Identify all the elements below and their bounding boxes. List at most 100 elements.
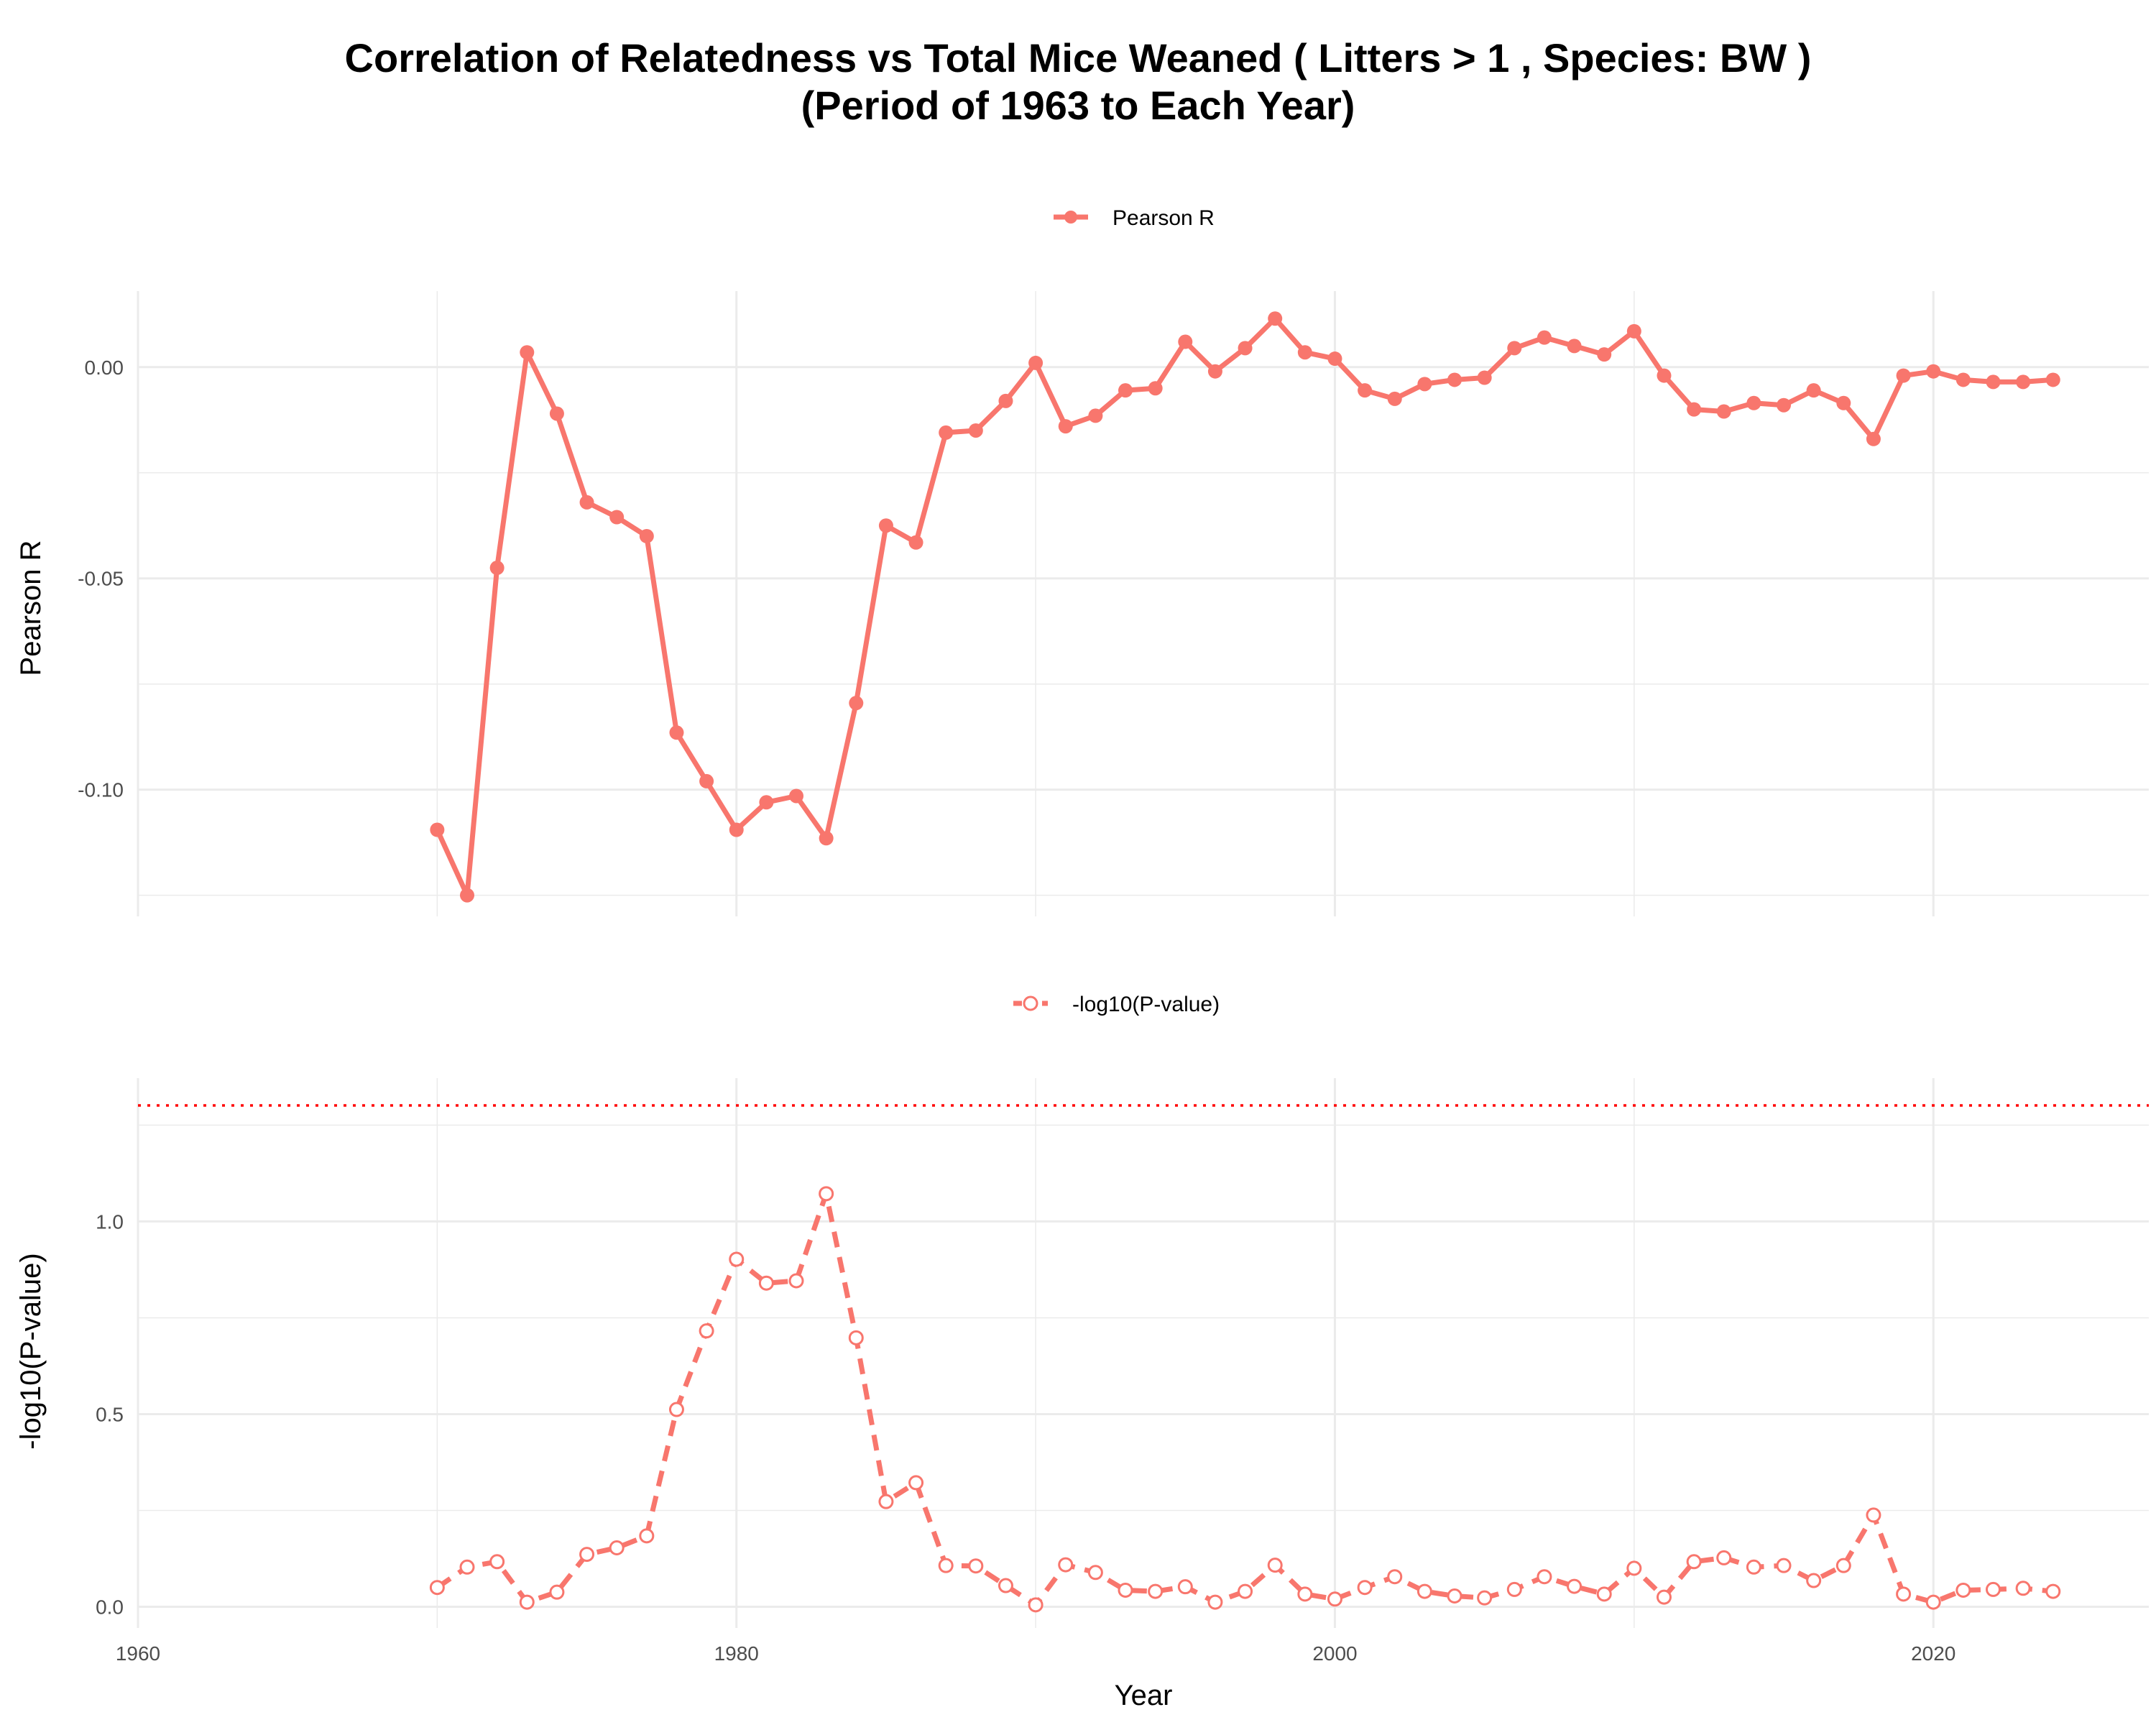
pvalue-point bbox=[519, 1594, 535, 1610]
pvalue-point bbox=[1297, 1586, 1313, 1602]
pearson-r-point bbox=[669, 725, 684, 740]
pvalue-point bbox=[1416, 1583, 1432, 1599]
pvalue-point bbox=[1955, 1582, 1971, 1598]
pearson-r-point bbox=[1207, 364, 1222, 379]
pearson-r-point bbox=[1297, 345, 1312, 360]
pvalue-point bbox=[668, 1402, 684, 1417]
pearson-r-point bbox=[729, 822, 744, 837]
pvalue-point bbox=[1925, 1594, 1941, 1610]
pvalue-point bbox=[758, 1275, 774, 1291]
pvalue-point bbox=[1537, 1569, 1552, 1585]
pvalue-point bbox=[2045, 1583, 2061, 1599]
pearson-r-point bbox=[878, 518, 893, 533]
pvalue-point bbox=[1656, 1589, 1672, 1605]
pvalue-point bbox=[1207, 1594, 1223, 1610]
pearson-r-point bbox=[460, 888, 475, 903]
pearson-r-point bbox=[1626, 323, 1641, 339]
pvalue-point bbox=[1267, 1558, 1283, 1573]
pvalue-point bbox=[459, 1559, 475, 1575]
pvalue-point bbox=[1238, 1583, 1253, 1599]
bottom-y-axis-title: -log10(P-value) bbox=[15, 1253, 47, 1449]
chart-title-line-2: (Period of 1963 to Each Year) bbox=[801, 83, 1355, 128]
pearson-r-point bbox=[998, 393, 1013, 408]
pvalue-point bbox=[1896, 1586, 1912, 1602]
pvalue-point bbox=[609, 1540, 625, 1555]
pearson-r-point bbox=[1447, 372, 1462, 387]
pvalue-point bbox=[1985, 1581, 2001, 1597]
pearson-r-point bbox=[2016, 374, 2031, 390]
pvalue-point bbox=[489, 1554, 505, 1570]
pearson-r-point bbox=[430, 822, 445, 837]
pvalue-point bbox=[878, 1494, 894, 1509]
neg-log10-pvalue-series bbox=[429, 1186, 2061, 1613]
y-tick-label: 0.00 bbox=[85, 356, 124, 379]
pvalue-point bbox=[2015, 1581, 2031, 1596]
pearson-r-point bbox=[1238, 341, 1253, 356]
pearson-r-point bbox=[1687, 402, 1702, 417]
pvalue-point bbox=[1835, 1558, 1851, 1573]
pvalue-point bbox=[1087, 1565, 1103, 1581]
pearson-r-point bbox=[1028, 355, 1044, 370]
y-tick-label: 0.0 bbox=[96, 1596, 124, 1619]
top-panel-y-ticks: -0.10 -0.05 0.00 bbox=[78, 356, 124, 801]
top-legend: Pearson R bbox=[1054, 206, 1215, 230]
pearson-r-point bbox=[1417, 377, 1432, 392]
pearson-r-point bbox=[968, 423, 983, 438]
pearson-r-point bbox=[1836, 395, 1851, 410]
top-panel-grid bbox=[137, 291, 2149, 916]
pvalue-point bbox=[1028, 1597, 1044, 1613]
pvalue-point bbox=[1806, 1573, 1822, 1588]
pvalue-point bbox=[579, 1547, 595, 1563]
pearson-r-series bbox=[430, 311, 2060, 903]
pearson-r-point bbox=[1358, 383, 1373, 398]
pearson-r-point bbox=[1507, 341, 1522, 356]
pvalue-point bbox=[819, 1186, 834, 1202]
pvalue-legend-key-marker bbox=[1023, 995, 1038, 1011]
pvalue-point bbox=[938, 1558, 954, 1573]
pvalue-point bbox=[1177, 1579, 1193, 1595]
pearson-r-point bbox=[1777, 397, 1792, 413]
x-tick-label: 1960 bbox=[116, 1642, 160, 1665]
y-tick-label: -0.10 bbox=[78, 779, 124, 801]
pearson-r-point bbox=[939, 425, 954, 440]
pvalue-point bbox=[729, 1251, 745, 1267]
pearson-r-point bbox=[1148, 381, 1163, 396]
x-axis-ticks: 1960 1980 2000 2020 bbox=[116, 1642, 1956, 1665]
pvalue-point bbox=[549, 1584, 565, 1600]
pvalue-point bbox=[1447, 1588, 1462, 1604]
y-tick-label: 1.0 bbox=[96, 1210, 124, 1233]
pvalue-point bbox=[1058, 1557, 1074, 1573]
y-tick-label: 0.5 bbox=[96, 1403, 124, 1425]
pearson-r-point bbox=[849, 696, 864, 711]
pvalue-point bbox=[1746, 1559, 1761, 1575]
bottom-panel-grid bbox=[137, 1078, 2149, 1628]
pearson-r-point bbox=[1926, 364, 1941, 379]
pearson-r-point bbox=[2045, 372, 2060, 387]
y-tick-label: -0.05 bbox=[78, 568, 124, 590]
pearson-r-legend-key-marker bbox=[1064, 211, 1077, 224]
pvalue-point bbox=[639, 1528, 655, 1544]
pearson-r-point bbox=[819, 831, 834, 846]
pvalue-point bbox=[1506, 1581, 1522, 1597]
pearson-r-point bbox=[1327, 351, 1342, 367]
pearson-r-point bbox=[1597, 347, 1612, 362]
pearson-r-point bbox=[489, 561, 505, 576]
pearson-r-point bbox=[549, 406, 564, 421]
pearson-r-point bbox=[1567, 339, 1582, 354]
pvalue-line bbox=[436, 1191, 2054, 1608]
pvalue-point bbox=[1477, 1590, 1493, 1606]
pearson-r-point bbox=[759, 795, 774, 810]
pvalue-point bbox=[1716, 1550, 1732, 1565]
pearson-r-point bbox=[1058, 419, 1073, 434]
pearson-r-point bbox=[1716, 404, 1731, 419]
pvalue-point bbox=[788, 1273, 804, 1289]
pearson-r-point bbox=[1477, 370, 1492, 385]
pearson-r-point bbox=[579, 494, 594, 510]
pearson-r-point bbox=[1806, 383, 1821, 398]
pearson-r-point bbox=[908, 535, 923, 550]
pearson-r-point bbox=[789, 788, 804, 804]
pearson-r-point bbox=[609, 510, 625, 525]
top-panel: -0.10 -0.05 0.00 Pearson R Pearson R bbox=[15, 206, 2149, 916]
pearson-r-point bbox=[1896, 368, 1911, 383]
